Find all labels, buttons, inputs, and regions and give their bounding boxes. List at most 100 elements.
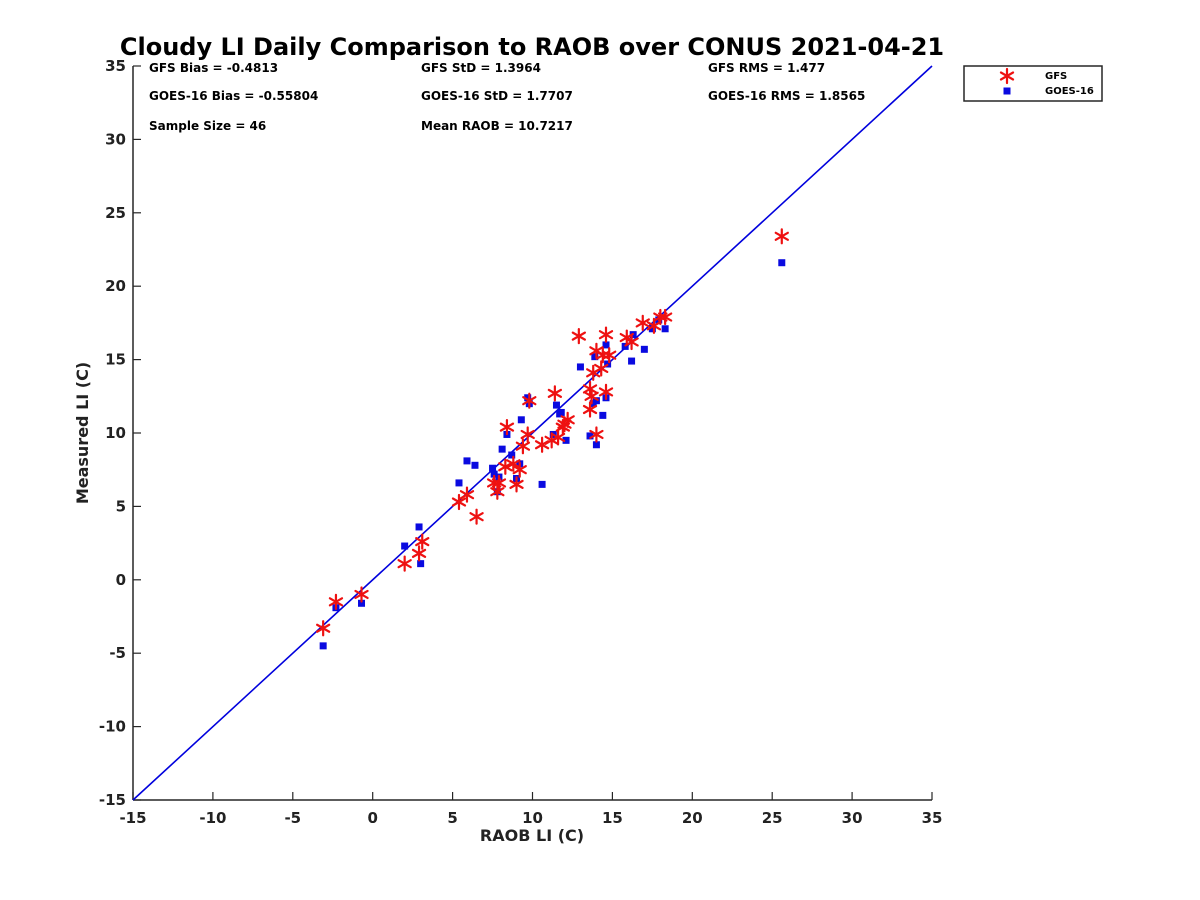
- gfs-point: [589, 426, 604, 443]
- gfs-point: [582, 380, 598, 398]
- y-axis-ticks: -15 -10 -5 0 5 10 15 20 25 30 35: [99, 57, 141, 809]
- stat-text: GFS RMS = 1.477: [708, 61, 825, 75]
- goes16-point: [602, 341, 610, 349]
- gfs-point: [469, 508, 484, 525]
- one-to-one-reference-line: [132, 65, 933, 801]
- gfs-point: [598, 383, 614, 400]
- series-goes-16: [319, 259, 786, 650]
- statistics-panel: GFS Bias = -0.4813 GFS StD = 1.3964 GFS RM…: [149, 61, 865, 133]
- legend-label: GFS: [1045, 71, 1067, 82]
- x-tick-label: 0: [367, 809, 377, 827]
- goes16-point: [661, 325, 669, 333]
- gfs-point: [657, 308, 673, 326]
- y-tick-label: 20: [105, 277, 126, 295]
- goes16-point: [471, 461, 479, 469]
- y-tick-label: 30: [105, 130, 126, 148]
- goes16-point: [517, 416, 525, 424]
- gfs-point: [506, 455, 521, 472]
- gfs-point: [522, 392, 537, 409]
- y-axis-label: Measured LI (C): [73, 362, 92, 504]
- gfs-point: [512, 461, 527, 478]
- gfs-point: [602, 347, 617, 364]
- goes16-point: [592, 441, 600, 449]
- data-series: [316, 228, 789, 650]
- goes16-point: [648, 325, 656, 333]
- legend: GFS GOES-16: [963, 65, 1103, 102]
- goes16-point: [498, 445, 506, 453]
- goes16-point: [358, 599, 366, 607]
- x-tick-label: 25: [762, 809, 783, 827]
- gfs-point: [774, 228, 789, 245]
- goes16-point: [778, 259, 786, 267]
- goes16-point: [591, 353, 599, 361]
- x-tick-label: 35: [922, 809, 943, 827]
- y-tick-label: 5: [116, 497, 126, 515]
- gfs-point: [560, 411, 575, 428]
- gfs-point: [635, 314, 650, 331]
- x-tick-label: -15: [119, 809, 146, 827]
- stat-text: GOES-16 StD = 1.7707: [421, 89, 573, 103]
- gfs-point: [584, 388, 599, 405]
- stat-text: GOES-16 RMS = 1.8565: [708, 89, 865, 103]
- x-tick-label: 5: [447, 809, 457, 827]
- gfs-point: [598, 326, 614, 343]
- y-tick-label: -10: [99, 718, 126, 736]
- gfs-point: [415, 533, 430, 550]
- y-tick-label: 0: [116, 571, 126, 589]
- x-axis-label: RAOB LI (C): [480, 826, 584, 845]
- x-tick-label: 30: [842, 809, 863, 827]
- y-tick-label: 25: [105, 204, 126, 222]
- legend-gfs-marker: [999, 67, 1015, 85]
- goes16-point: [524, 394, 532, 402]
- goes16-point: [628, 357, 636, 365]
- goes16-point: [463, 457, 471, 465]
- y-tick-label: 35: [105, 57, 126, 75]
- gfs-point: [534, 436, 550, 453]
- goes16-point: [490, 470, 498, 478]
- goes16-point: [538, 480, 546, 488]
- y-tick-label: -5: [109, 644, 126, 662]
- goes16-point: [557, 408, 565, 416]
- y-tick-label: -15: [99, 791, 126, 809]
- chart-title: Cloudy LI Daily Comparison to RAOB over …: [120, 33, 944, 61]
- gfs-point: [515, 438, 531, 455]
- x-tick-label: 10: [522, 809, 543, 827]
- stat-text: GOES-16 Bias = -0.55804: [149, 89, 318, 103]
- gfs-point: [459, 486, 475, 503]
- y-tick-label: 15: [105, 351, 126, 369]
- legend-label: GOES-16: [1045, 86, 1094, 97]
- goes16-point: [415, 523, 423, 531]
- gfs-point: [328, 593, 344, 610]
- gfs-point: [411, 545, 427, 562]
- gfs-point: [520, 426, 535, 443]
- gfs-point: [397, 555, 412, 572]
- x-tick-label: 15: [602, 809, 623, 827]
- gfs-point: [571, 328, 587, 345]
- goes16-point: [319, 642, 327, 650]
- goes16-point: [508, 451, 516, 459]
- goes16-point: [592, 397, 600, 405]
- y-tick-label: 10: [105, 424, 126, 442]
- goes16-point: [417, 560, 425, 568]
- gfs-point: [499, 419, 515, 436]
- gfs-point: [509, 476, 524, 493]
- gfs-point: [451, 493, 467, 511]
- gfs-point: [594, 360, 609, 377]
- gfs-point: [498, 458, 513, 475]
- gfs-point: [490, 483, 505, 500]
- gfs-point: [354, 586, 369, 603]
- goes16-point: [552, 401, 560, 409]
- goes16-point: [640, 345, 648, 353]
- goes16-point: [489, 464, 497, 472]
- goes16-point: [455, 479, 463, 487]
- gfs-point: [550, 429, 566, 446]
- stat-text: GFS Bias = -0.4813: [149, 61, 278, 75]
- stat-text: Sample Size = 46: [149, 119, 266, 133]
- x-axis-ticks: -15 -10 -5 0 5 10 15 20 25 30 35: [119, 792, 942, 827]
- legend-goes16-marker: [1003, 87, 1011, 95]
- goes16-point: [576, 363, 584, 371]
- goes16-point: [401, 542, 409, 550]
- goes16-point: [562, 436, 570, 444]
- x-tick-label: -5: [284, 809, 301, 827]
